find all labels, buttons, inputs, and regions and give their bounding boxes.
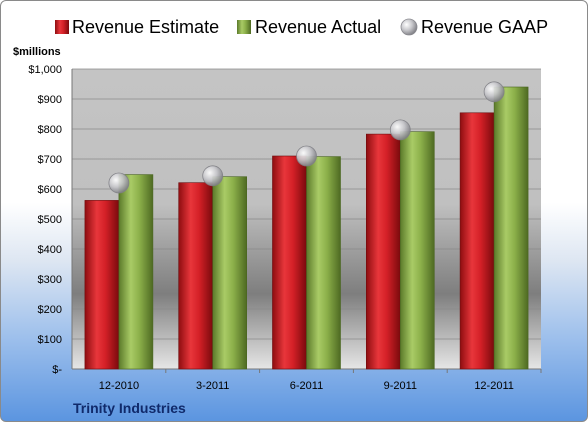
legend-swatch-gaap: [400, 18, 418, 36]
bar-revenue-estimate: [178, 182, 213, 370]
y-tick-label: $600: [38, 184, 62, 196]
y-tick-label: $100: [38, 334, 62, 346]
bar-revenue-actual: [212, 176, 247, 370]
x-tick-label: 12-2011: [474, 380, 514, 392]
legend-swatch-estimate: [55, 20, 69, 34]
x-tick-label: 12-2010: [99, 380, 139, 392]
bar-revenue-actual: [118, 174, 154, 370]
legend-label-gaap: Revenue GAAP: [421, 17, 548, 37]
legend: Revenue Estimate Revenue Actual Revenue …: [55, 17, 548, 37]
y-tick-label: $700: [38, 154, 62, 166]
y-tick-label: $900: [38, 94, 62, 106]
x-tick-label: 3-2011: [196, 380, 229, 392]
bar-revenue-actual: [306, 156, 341, 370]
legend-swatch-actual: [237, 20, 251, 34]
bar-revenue-estimate: [84, 200, 120, 370]
x-tick-label: 9-2011: [384, 380, 417, 392]
bar-revenue-estimate: [459, 112, 495, 370]
y-tick-label: $300: [38, 274, 62, 286]
x-axis: 12-2010 3-2011 6-2011 9-2011 12-2011: [99, 369, 542, 392]
y-tick-label: $-: [52, 364, 62, 376]
company-name: Trinity Industries: [73, 400, 186, 416]
marker-revenue-gaap: [296, 145, 317, 167]
y-tick-label: $200: [38, 304, 62, 316]
x-tick-label: 6-2011: [290, 380, 323, 392]
bars: [84, 86, 529, 370]
bar-revenue-actual: [493, 86, 529, 370]
legend-label-actual: Revenue Actual: [255, 17, 381, 37]
y-tick-label: $500: [38, 214, 62, 226]
y-tick-label: $1,000: [28, 64, 62, 76]
bar-revenue-estimate: [365, 133, 401, 370]
legend-label-estimate: Revenue Estimate: [72, 17, 219, 37]
bar-revenue-estimate: [272, 155, 307, 370]
marker-revenue-gaap: [202, 165, 224, 187]
marker-revenue-gaap: [108, 172, 130, 194]
y-tick-label: $400: [38, 244, 62, 256]
y-tick-label: $800: [38, 124, 62, 136]
bar-revenue-actual: [399, 131, 435, 370]
gaap-markers: [108, 81, 505, 194]
marker-revenue-gaap: [483, 81, 505, 103]
marker-revenue-gaap: [389, 119, 411, 141]
y-axis-unit-label: $millions: [13, 46, 61, 58]
